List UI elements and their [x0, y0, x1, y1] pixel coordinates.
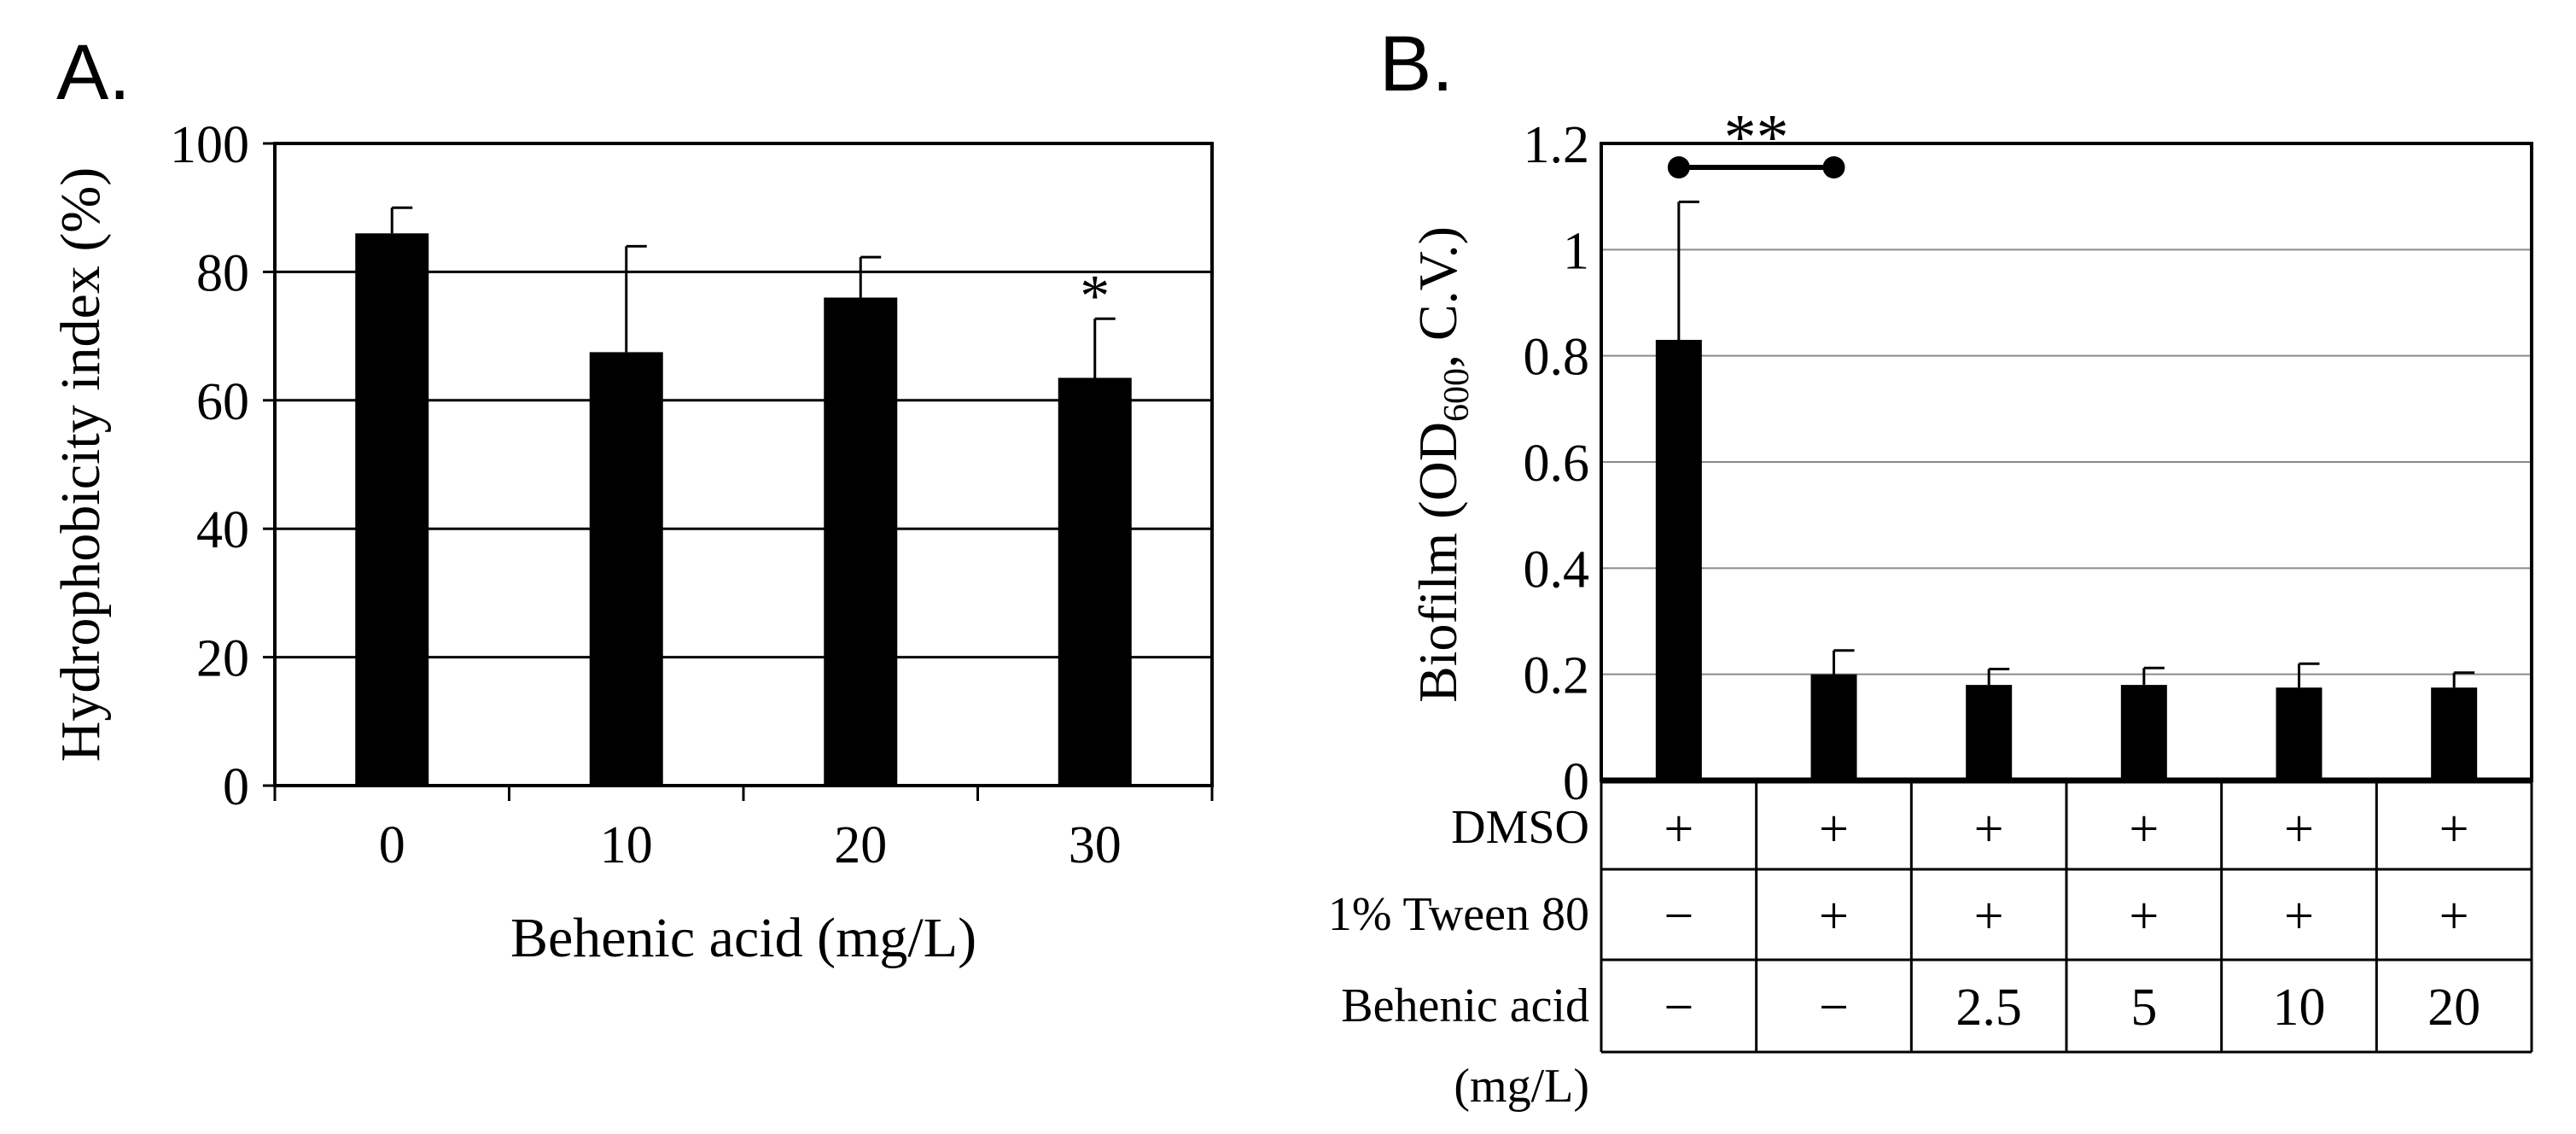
panel-b-y-tick-label: 1.2: [1524, 116, 1590, 174]
panel-a-x-tick-label: 30: [1069, 816, 1122, 874]
panel-b-y-axis-title-subscript: 600: [1437, 368, 1477, 422]
panel-a-bar: [824, 297, 898, 786]
panel-a: A. 0 20 40 60 80 100 0 10 20 30 * Behenic acid (…: [50, 29, 1214, 969]
panel-b-significance-dot-left: [1667, 156, 1690, 178]
panel-b-bars: [1655, 340, 2478, 780]
panel-a-y-tick-label: 100: [170, 116, 249, 174]
panel-b-gridlines: [1601, 248, 2532, 784]
panel-a-bar: [355, 233, 429, 786]
panel-b-table-cell: −: [1664, 887, 1693, 945]
panel-b-y-axis-title-main: Biofilm (OD: [1407, 422, 1468, 703]
panel-a-bar: [1058, 377, 1132, 786]
panel-b-y-tick-label: 0.4: [1524, 541, 1590, 599]
panel-a-y-tick-label: 40: [196, 501, 249, 559]
panel-a-bars: [355, 233, 1132, 786]
panel-b-table-cell: +: [2439, 887, 2469, 945]
panel-b: B. 0 0.2 0.4 0.6 0.8 1 1.2 ** Biofilm (OD600, …: [1328, 20, 2533, 1113]
panel-b-table-row-label: 1% Tween 80: [1328, 888, 1589, 941]
panel-a-y-tick-label: 80: [196, 244, 249, 302]
panel-a-gridlines: [275, 270, 1212, 659]
panel-b-y-tick-label: 0: [1563, 753, 1589, 811]
panel-b-significance-label: **: [1724, 102, 1789, 173]
panel-b-bar: [1810, 674, 1857, 780]
panel-b-bar: [1966, 685, 2013, 780]
panel-a-annotations: *: [1080, 263, 1110, 329]
panel-b-label: B.: [1379, 20, 1454, 108]
panel-b-y-tick-label: 0.6: [1524, 435, 1590, 493]
panel-b-error-bars: [1677, 200, 2475, 688]
panel-b-table-cell: +: [2284, 800, 2314, 858]
panel-b-table-cell: +: [1819, 800, 1849, 858]
panel-a-label: A.: [56, 29, 131, 116]
panel-b-table-cell: +: [1819, 887, 1849, 945]
panel-a-x-tick-label: 0: [379, 816, 405, 874]
panel-b-bar: [1655, 340, 1702, 780]
panel-a-y-tick-labels: 0 20 40 60 80 100: [170, 116, 275, 816]
panel-b-bar: [2276, 687, 2322, 780]
panel-a-x-tick-labels: 0 10 20 30: [273, 786, 1214, 874]
panel-b-y-axis-title: Biofilm (OD600, C.V.): [1407, 226, 1477, 703]
panel-b-significance-dot-right: [1822, 156, 1845, 178]
panel-b-table-cell: +: [2129, 887, 2159, 945]
panel-b-treatment-table: DMSO + + + + + +1% Tween 80 − + + + + + Behenic acid (…: [1328, 780, 2533, 1113]
panel-b-table-cell: +: [1974, 887, 2004, 945]
panel-b-y-tick-label: 0.2: [1524, 647, 1590, 705]
panel-b-table-row-label: (mg/L): [1454, 1060, 1589, 1113]
panel-b-table-cell: +: [1974, 800, 2004, 858]
panel-b-significance-bracket: **: [1667, 102, 1845, 178]
panel-a-y-tick-label: 20: [196, 630, 249, 688]
panel-b-table-row-label: Behenic acid: [1341, 979, 1589, 1032]
panel-b-table-cell: +: [2129, 800, 2159, 858]
panel-a-error-bars: [390, 206, 1116, 378]
panel-a-y-tick-label: 60: [196, 373, 249, 431]
panel-a-x-tick-label: 10: [600, 816, 653, 874]
panel-b-table-cell: 20: [2427, 979, 2480, 1037]
panel-b-table-cell: +: [2284, 887, 2314, 945]
panel-b-y-tick-label: 1: [1563, 222, 1589, 280]
panel-b-table-row-label: DMSO: [1451, 801, 1589, 854]
panel-b-table-cell: −: [1819, 979, 1849, 1037]
panel-a-x-axis-title: Behenic acid (mg/L): [510, 907, 976, 969]
panel-a-x-tick-label: 20: [834, 816, 887, 874]
panel-a-y-tick-label: 0: [223, 758, 249, 816]
panel-a-y-axis-title: Hydrophobicity index (%): [50, 167, 112, 763]
panel-b-bar: [2120, 685, 2167, 780]
panel-b-table-cell: +: [2439, 800, 2469, 858]
panel-b-y-tick-labels: 0 0.2 0.4 0.6 0.8 1 1.2: [1524, 116, 1590, 811]
panel-a-significance-label: *: [1080, 263, 1110, 329]
panel-b-table-cell: 2.5: [1955, 979, 2022, 1037]
panel-b-table-cell: −: [1664, 979, 1693, 1037]
panel-b-table-cell: 10: [2273, 979, 2326, 1037]
panel-b-bar: [2431, 687, 2478, 780]
panel-a-bar: [589, 352, 663, 786]
panel-b-table-cell: +: [1664, 800, 1693, 858]
panel-b-table-cell: 5: [2130, 979, 2157, 1037]
panel-b-y-axis-title-tail: , C.V.): [1407, 226, 1468, 368]
panel-b-y-tick-label: 0.8: [1524, 329, 1590, 387]
